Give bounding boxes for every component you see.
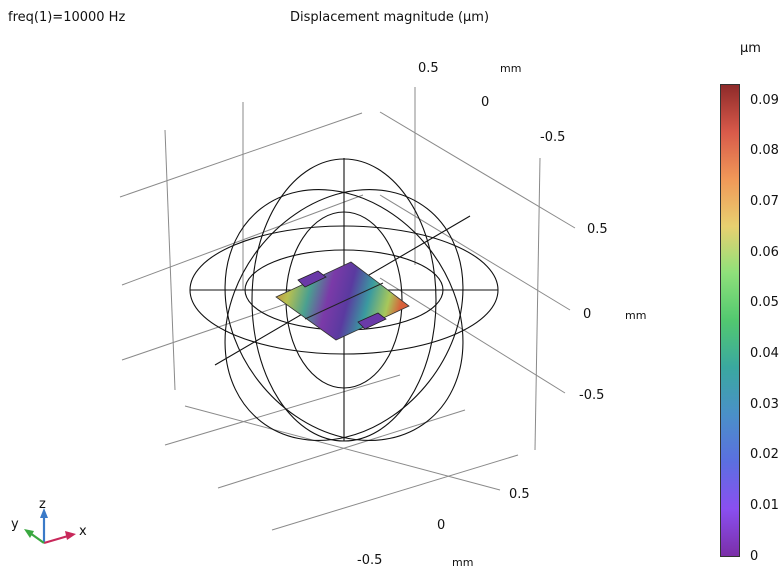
plot-title: Displacement magnitude (µm) <box>290 10 490 25</box>
y-axis-unit: mm <box>500 62 522 75</box>
x-tick-label: -0.5 <box>357 553 383 568</box>
z-tick-label: 0 <box>583 307 592 322</box>
axis-triad <box>24 508 76 545</box>
z-tick-label: -0.5 <box>579 388 605 403</box>
colorbar-tick: 0.06 <box>750 245 779 260</box>
colorbar-tick: 0.09 <box>750 93 779 108</box>
parameter-label: freq(1)=10000 Hz <box>8 10 126 25</box>
z-axis-unit: mm <box>625 309 647 322</box>
colorbar-tick: 0.03 <box>750 397 779 412</box>
colorbar-tick: 0.07 <box>750 194 779 209</box>
x-axis-unit: mm <box>452 556 474 569</box>
triad-z-label: z <box>39 497 46 512</box>
z-tick-label: 0.5 <box>587 222 608 237</box>
y-tick-label: 0 <box>481 95 490 110</box>
triad-x-label: x <box>79 524 87 539</box>
y-tick-label: 0.5 <box>418 61 439 76</box>
colorbar-tick: 0 <box>750 549 759 564</box>
grid-lines <box>119 87 576 531</box>
colorbar-tick: 0.04 <box>750 346 779 361</box>
x-tick-label: 0.5 <box>509 487 530 502</box>
deformed-plate <box>275 261 410 341</box>
triad-y-label: y <box>11 517 19 532</box>
x-tick-label: 0 <box>437 518 446 533</box>
y-tick-label: -0.5 <box>540 130 566 145</box>
colorbar-tick: 0.08 <box>750 143 779 158</box>
colorbar-unit: µm <box>740 41 761 56</box>
colorbar-tick: 0.05 <box>750 295 779 310</box>
colorbar <box>720 84 740 557</box>
colorbar-tick: 0.02 <box>750 447 779 462</box>
colorbar-tick: 0.01 <box>750 498 779 513</box>
